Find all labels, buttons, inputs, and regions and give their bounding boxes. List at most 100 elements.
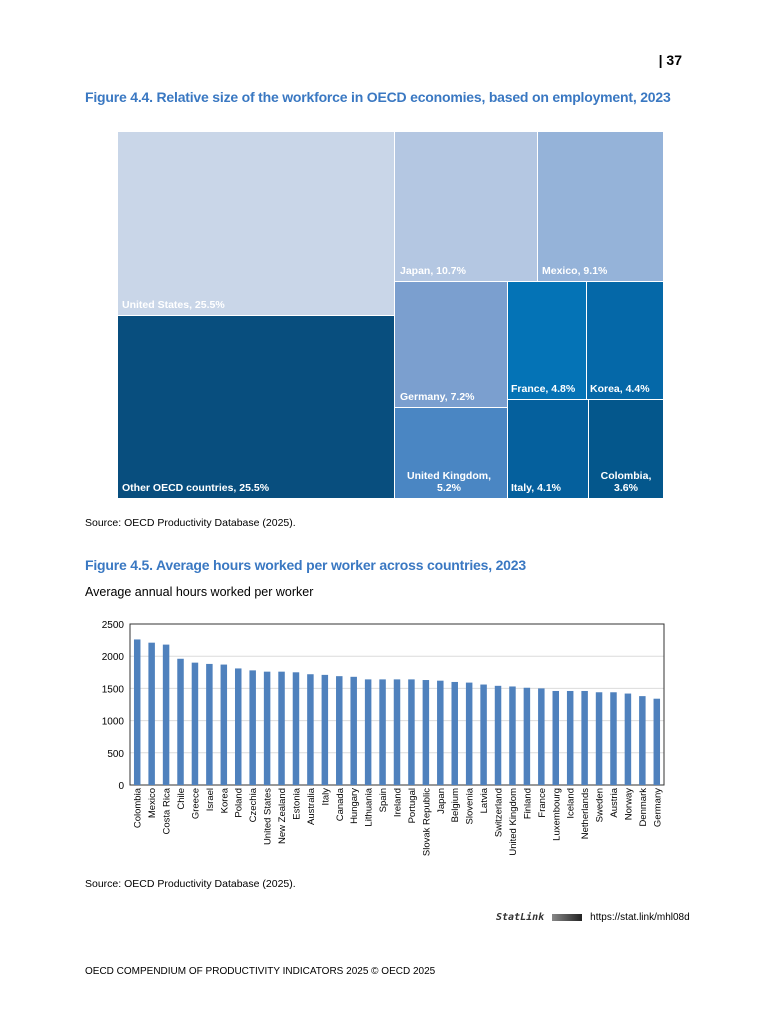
treemap-cell-united-states: United States, 25.5% [117, 131, 395, 316]
x-tick-label: Spain [378, 788, 389, 812]
hours-bar-chart: 0 500 1000 1500 2000 2500 Colombia Mexico Costa … [102, 620, 665, 856]
bar-austria [610, 692, 617, 785]
x-tick-label: Greece [190, 788, 201, 819]
treemap-cell-colombia: Colombia, 3.6% [588, 399, 664, 499]
figure-4-4-title: Figure 4.4. Relative size of the workfor… [85, 89, 671, 105]
bar-netherlands [581, 690, 588, 785]
figure-4-5-subtitle: Average annual hours worked per worker [85, 585, 314, 599]
bar-norway [624, 693, 632, 785]
bar-belgium [451, 681, 458, 785]
x-tick-label: Japan [436, 788, 447, 814]
bar-finland [523, 687, 531, 785]
x-tick-label: Mexico [147, 788, 158, 818]
page-number: | 37 [658, 52, 682, 68]
cell-label: United Kingdom, 5.2% [407, 470, 491, 494]
treemap-cell-germany: Germany, 7.2% [394, 281, 508, 408]
treemap-cell-united-kingdom: United Kingdom, 5.2% [394, 407, 508, 499]
bar-costa-rica [162, 644, 170, 785]
x-tick-label: Netherlands [580, 788, 591, 839]
bar-sweden [595, 692, 603, 785]
statlink-icon [552, 914, 583, 921]
x-tick-label: Luxembourg [551, 788, 562, 841]
x-tick-label: Czechia [248, 787, 259, 822]
x-tick-label: Australia [306, 787, 317, 825]
bar-canada [336, 676, 343, 785]
x-tick-label: Estonia [291, 787, 302, 819]
x-tick-label: Iceland [566, 788, 577, 819]
y-tick-label: 1000 [102, 717, 125, 728]
x-tick-label: New Zealand [277, 788, 288, 844]
cell-label: France, 4.8% [511, 383, 576, 395]
x-tick-label: Slovenia [465, 787, 476, 824]
y-tick-label: 2500 [102, 620, 125, 631]
x-tick-label: Lithuania [364, 787, 375, 826]
bar-australia [307, 674, 314, 785]
y-tick-label: 2000 [102, 652, 125, 663]
x-tick-label: United Kingdom [508, 788, 519, 856]
x-tick-label: Korea [219, 787, 230, 813]
cell-label: Colombia, 3.6% [600, 470, 652, 494]
x-tick-label: Portugal [407, 788, 418, 823]
bar-japan [437, 680, 444, 785]
statlink-logo: StatLink [496, 912, 545, 923]
bar-colombia [133, 639, 141, 785]
bar-poland [234, 668, 242, 785]
bar-hungary [350, 676, 357, 785]
bar-spain [379, 679, 386, 785]
bar-france [538, 688, 545, 785]
bar-ireland [393, 679, 401, 785]
treemap-cell-japan: Japan, 10.7% [394, 131, 538, 282]
y-tick-label: 0 [118, 781, 124, 792]
bar-luxembourg [552, 690, 560, 785]
x-tick-label: Belgium [450, 788, 461, 822]
bar-switzerland [494, 685, 502, 785]
bar-new-zealand [278, 671, 285, 785]
statlink[interactable]: StatLink https://stat.link/mhl08d [496, 912, 690, 923]
cell-label: Italy, 4.1% [511, 482, 561, 494]
x-tick-label: Slovak Republic [421, 788, 432, 856]
x-tick-label: Chile [176, 788, 187, 810]
x-tick-label: Denmark [638, 788, 649, 827]
x-tick-label: Israel [205, 788, 216, 811]
treemap-cell-italy: Italy, 4.1% [507, 399, 589, 499]
page-footer: OECD COMPENDIUM OF PRODUCTIVITY INDICATO… [85, 966, 436, 977]
treemap-cell-other-oecd: Other OECD countries, 25.5% [117, 315, 395, 499]
treemap-cell-france: France, 4.8% [507, 281, 587, 400]
figure-4-5-title: Figure 4.5. Average hours worked per wor… [85, 557, 526, 573]
bar-united-states [263, 671, 271, 785]
y-tick-label: 500 [107, 749, 124, 760]
bar-denmark [639, 696, 646, 785]
bar-greece [191, 662, 199, 785]
x-tick-label: Sweden [595, 788, 606, 822]
x-tick-label: Germany [652, 788, 663, 827]
bar-estonia [292, 672, 300, 785]
y-tick-label: 1500 [102, 684, 125, 695]
cell-label: Mexico, 9.1% [542, 265, 608, 277]
x-tick-label: Switzerland [494, 788, 505, 837]
bar-lithuania [364, 679, 372, 785]
bar-slovak-republic [422, 680, 430, 785]
x-tick-label: Costa Rica [162, 787, 173, 834]
x-tick-label: Ireland [393, 788, 404, 817]
figure-4-5-source: Source: OECD Productivity Database (2025… [85, 878, 296, 890]
bar-italy [321, 674, 329, 785]
bar-slovenia [465, 682, 473, 785]
cell-label: Other OECD countries, 25.5% [122, 482, 270, 494]
cell-label: United States, 25.5% [122, 299, 225, 311]
x-tick-label: Colombia [133, 787, 144, 828]
x-tick-label: Poland [234, 788, 245, 818]
bar-latvia [480, 684, 487, 785]
cell-label: Germany, 7.2% [400, 391, 475, 403]
x-tick-label: United States [263, 788, 274, 845]
bar-korea [220, 664, 228, 785]
x-tick-label: Finland [522, 788, 533, 819]
treemap-cell-mexico: Mexico, 9.1% [537, 131, 664, 282]
figure-4-4-source: Source: OECD Productivity Database (2025… [85, 517, 296, 529]
x-tick-label: Italy [320, 788, 331, 806]
statlink-url[interactable]: https://stat.link/mhl08d [590, 912, 690, 923]
bar-chile [177, 658, 184, 785]
x-tick-label: Austria [609, 787, 620, 817]
bar-germany [653, 698, 661, 785]
workforce-treemap: United States, 25.5% Other OECD countrie… [117, 131, 664, 499]
